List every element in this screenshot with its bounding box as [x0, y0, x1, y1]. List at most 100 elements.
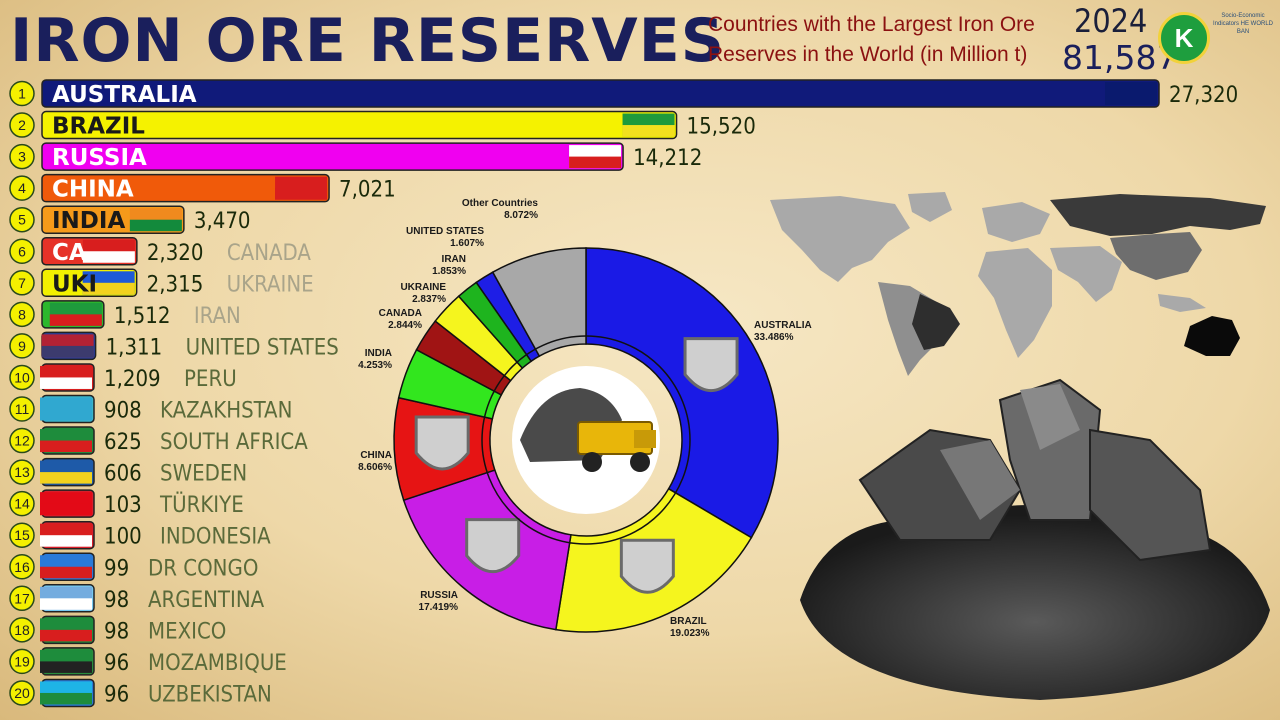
donut-segment-percent: 33.486% [754, 332, 794, 343]
dr-congo-flag-icon [40, 555, 92, 579]
sweden-flag-icon [40, 460, 92, 484]
bar-value-label: 98 [104, 619, 129, 644]
bar-inside-label: RUSSIA [52, 145, 147, 171]
bar-value-label: 99 [104, 556, 129, 581]
bar-value-label: 15,520 [687, 115, 756, 140]
argentina-flag-icon [40, 586, 92, 610]
rank-badge [9, 617, 35, 643]
bar-category-label: IRAN [194, 304, 241, 329]
bar-value-label: 96 [104, 651, 129, 676]
rank-number: 3 [18, 149, 26, 165]
rank-badge [9, 143, 35, 170]
bar [41, 79, 1160, 108]
rank-badge [9, 206, 35, 233]
brazil-flag-icon [622, 113, 675, 137]
iron-ore-pile [800, 378, 1270, 700]
donut-segment-name: CANADA [379, 308, 422, 319]
bar-value-label: 100 [104, 525, 142, 550]
country-shield-icon [465, 518, 521, 573]
bar-value-label: 27,320 [1169, 83, 1238, 108]
rank-badge [9, 427, 35, 454]
logo-caption: Socio-Economic Indicators HE WORLD BAN [1212, 13, 1273, 35]
donut-chart [393, 247, 779, 633]
bar-row: 2 BRAZIL 15,520 [9, 110, 756, 140]
bar-value-label: 908 [104, 399, 142, 424]
bar-row: 14 103 TÜRKIYE [9, 489, 244, 518]
rank-badge [9, 270, 35, 296]
rank-badge [9, 648, 35, 675]
rank-badge [9, 490, 35, 517]
rank-badge [9, 301, 35, 328]
bar-category-label: KAZAKHSTAN [160, 399, 292, 424]
rank-number: 9 [18, 338, 26, 354]
rank-badge [9, 396, 35, 422]
donut-segment-name: AUSTRALIA [754, 320, 812, 331]
bar-value-label: 1,512 [114, 304, 171, 329]
bar-value-label: 2,315 [147, 272, 204, 297]
rank-badge [9, 585, 35, 612]
rank-number: 11 [15, 401, 30, 417]
rank-number: 7 [18, 275, 26, 291]
donut-segment-percent: 4.253% [358, 360, 392, 371]
bar-inside-label: AUSTRALIA [52, 82, 197, 108]
rank-badge [9, 522, 35, 548]
bar-row: 10 1,209 PERU [9, 363, 237, 392]
donut-segment-name: UKRAINE [400, 282, 446, 293]
bar [41, 173, 330, 203]
donut-segment-percent: 17.419% [419, 602, 459, 613]
bar-value-label: 103 [104, 493, 142, 518]
peru-flag-icon [40, 365, 92, 389]
donut-segment-percent: 19.023% [670, 628, 710, 639]
bar-inside-label: CA [52, 240, 87, 266]
rank-number: 10 [14, 369, 30, 385]
bar-category-label: CANADA [227, 241, 312, 266]
canada-flag-icon [82, 239, 135, 263]
donut-segment-name: IRAN [442, 254, 466, 265]
bar-value-label: 3,470 [194, 209, 251, 234]
bar-row: 17 98 ARGENTINA [9, 584, 265, 613]
rank-badge [9, 680, 35, 706]
bar-category-label: DR CONGO [148, 556, 258, 581]
bar-category-label: TÜRKIYE [159, 492, 244, 518]
bar-category-label: MEXICO [148, 619, 226, 644]
bar-row: 20 96 UZBEKISTAN [9, 678, 272, 707]
bar-row: 12 625 SOUTH AFRICA [9, 426, 308, 455]
bar-row: 13 606 SWEDEN [9, 457, 247, 487]
bar-value-label: 98 [104, 588, 129, 613]
uzbekistan-flag-icon [40, 681, 92, 705]
donut-segment-name: INDIA [365, 348, 392, 359]
donut-segment-name: BRAZIL [670, 616, 707, 627]
bar-row: 7 UKI 2,315 UKRAINE [9, 268, 314, 297]
donut-segment-percent: 2.837% [412, 294, 446, 305]
bar-row: 19 96 MOZAMBIQUE [9, 647, 287, 676]
channel-logo-icon: K [1158, 12, 1210, 64]
bar-row: 18 98 MEXICO [9, 615, 226, 644]
bar-row: 6 CA 2,320 CANADA [9, 237, 312, 266]
bar-category-label: SWEDEN [160, 462, 247, 487]
rank-badge [9, 80, 35, 107]
bar-category-label: MOZAMBIQUE [148, 651, 287, 676]
bar-row: 1 AUSTRALIA 27,320 [9, 79, 1238, 108]
bar-row: 11 908 KAZAKHSTAN [9, 394, 292, 424]
rank-badge [9, 175, 35, 201]
bar-value-label: 7,021 [339, 178, 396, 203]
mexico-flag-icon [40, 618, 92, 642]
bar-category-label: SOUTH AFRICA [160, 430, 308, 455]
bar-row: 3 RUSSIA 14,212 [9, 142, 702, 171]
australia-flag-icon [1105, 82, 1157, 105]
donut-segment-name: UNITED STATES [406, 226, 484, 237]
donut-segment-name: CHINA [360, 450, 392, 461]
rank-number: 1 [18, 86, 26, 102]
year-label: 2024 [1074, 2, 1148, 40]
rank-number: 13 [14, 464, 30, 480]
bar-row: 16 99 DR CONGO [9, 552, 258, 581]
bar-value-label: 2,320 [147, 241, 204, 266]
bar-value-label: 14,212 [633, 146, 702, 171]
donut-segment [491, 247, 587, 358]
bar-inside-label: CHINA [52, 177, 134, 203]
donut-segment [585, 247, 779, 539]
bar-category-label: PERU [184, 367, 237, 392]
bar-value-label: 1,209 [104, 367, 161, 392]
